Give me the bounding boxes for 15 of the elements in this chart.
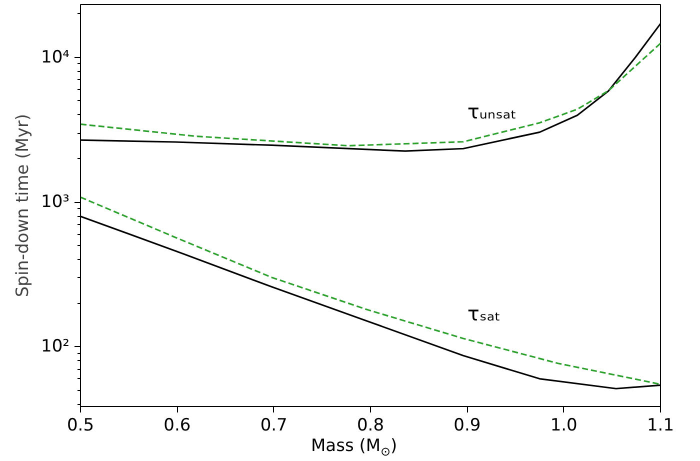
x-tick-label: 1.0 (550, 416, 578, 436)
line-series (80, 42, 660, 147)
y-tick-label: 10³ (41, 192, 70, 212)
y-axis-title: Spin-down time (Myr) (13, 114, 34, 298)
x-tick-label: 0.9 (454, 416, 481, 436)
y-tick-label: 10² (41, 336, 70, 357)
x-tick-label: 0.5 (66, 416, 94, 436)
annotation: τₛₐₜ (467, 302, 501, 326)
y-tick-label: 10⁴ (41, 47, 70, 68)
x-tick-label: 1.1 (646, 416, 674, 436)
annotation: τᵤₙₛₐₜ (467, 99, 517, 124)
x-tick-label: 0.6 (164, 416, 191, 436)
x-axis-title: Mass (M⊙) (311, 436, 398, 459)
x-tick-label: 0.7 (260, 416, 288, 436)
x-tick-label: 0.8 (356, 416, 384, 436)
